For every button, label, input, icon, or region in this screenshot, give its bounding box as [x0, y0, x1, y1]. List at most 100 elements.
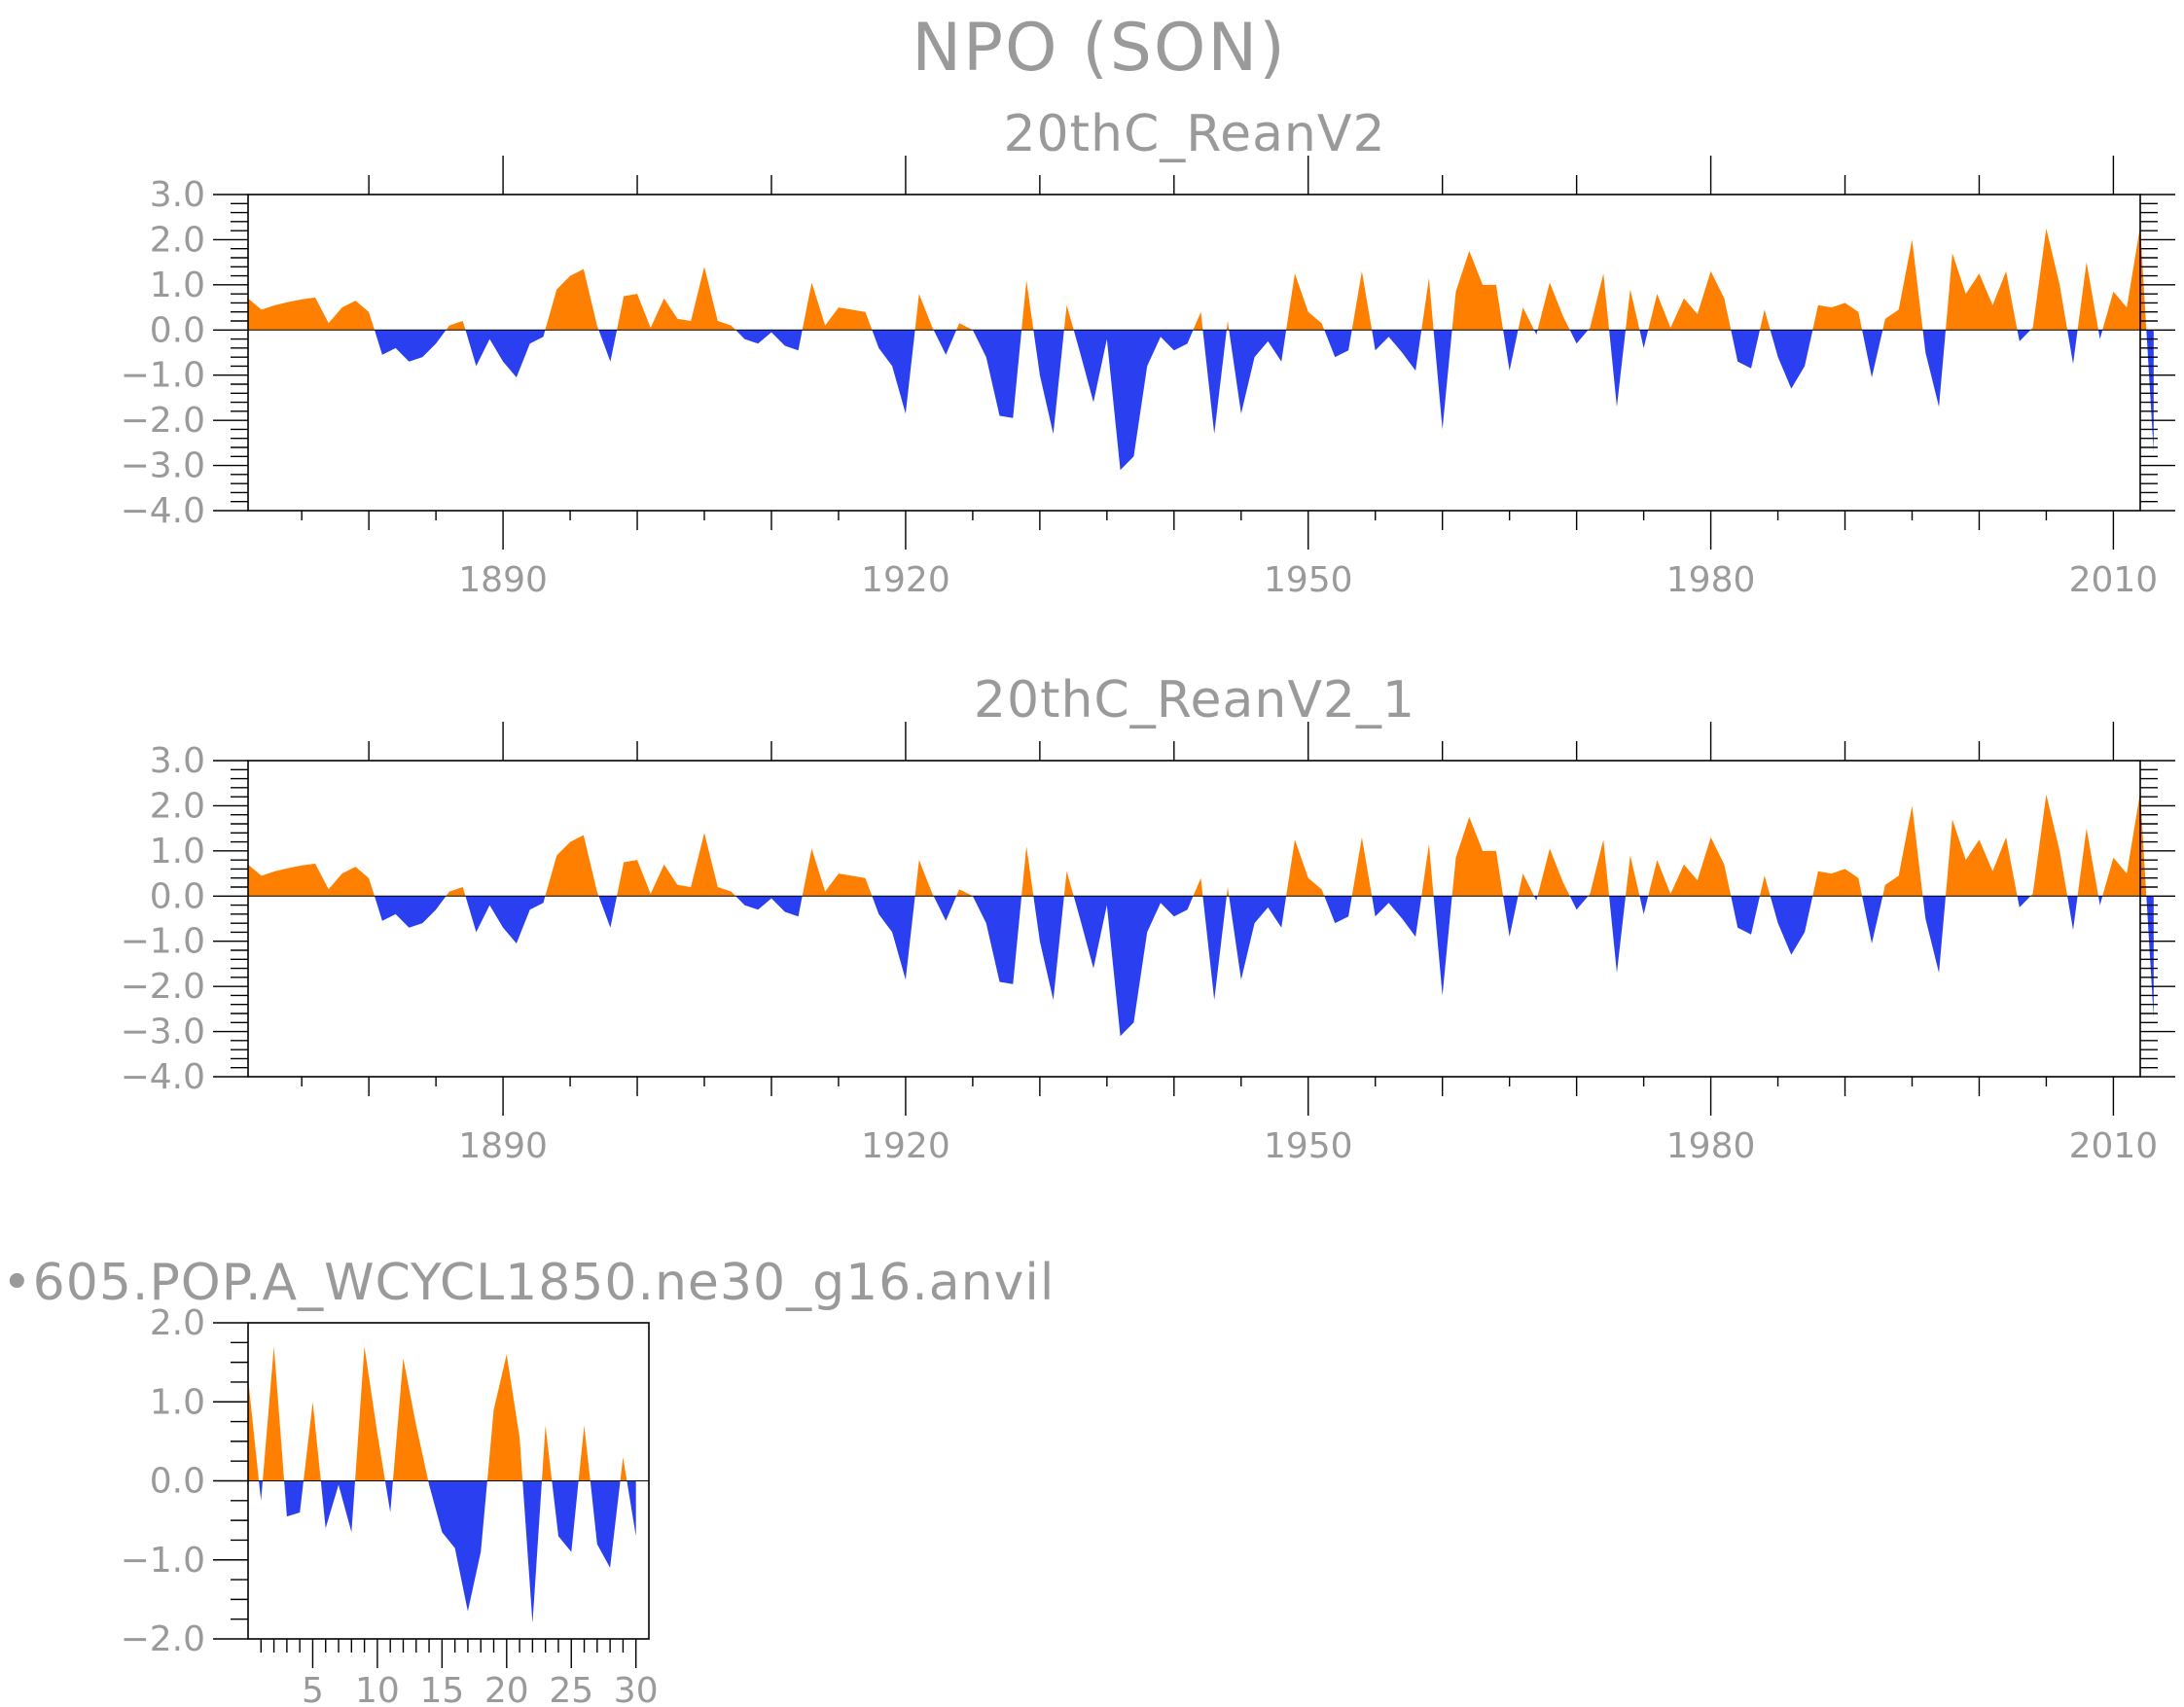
positive-anomaly-area	[1760, 309, 1771, 331]
negative-anomaly-area	[428, 1480, 487, 1612]
panel-title: 20thC_ReanV2	[1003, 105, 1385, 163]
positive-anomaly-area	[1626, 855, 1640, 897]
negative-anomaly-area	[2067, 896, 2078, 931]
positive-anomaly-area	[486, 1354, 523, 1481]
y-tick-label: −1.0	[121, 922, 205, 962]
negative-anomaly-area	[1324, 330, 1352, 358]
positive-anomaly-area	[956, 889, 973, 897]
x-tick-label: 25	[549, 1671, 593, 1707]
negative-anomaly-area	[590, 1480, 621, 1568]
positive-anomaly-area	[1193, 311, 1203, 331]
negative-anomaly-area	[1862, 896, 1883, 943]
positive-anomaly-area	[1421, 277, 1434, 331]
positive-anomaly-area	[1021, 280, 1034, 331]
positive-anomaly-area	[1537, 282, 1570, 331]
positive-anomaly-area	[1451, 817, 1504, 897]
positive-anomaly-area	[248, 863, 375, 897]
negative-anomaly-area	[1609, 896, 1626, 974]
negative-anomaly-area	[259, 1480, 263, 1501]
positive-anomaly-area	[1286, 839, 1325, 897]
negative-anomaly-area	[872, 330, 915, 414]
negative-anomaly-area	[2146, 896, 2154, 1018]
negative-anomaly-area	[1503, 330, 1519, 372]
positive-anomaly-area	[1537, 848, 1570, 897]
negative-anomaly-area	[598, 896, 618, 928]
positive-anomaly-area	[620, 1457, 627, 1481]
negative-anomaly-area	[1324, 896, 1352, 924]
negative-anomaly-area	[1534, 330, 1538, 335]
negative-anomaly-area	[465, 896, 546, 943]
negative-anomaly-area	[1770, 896, 1813, 955]
negative-anomaly-area	[1033, 330, 1064, 435]
positive-anomaly-area	[1882, 239, 1923, 331]
positive-anomaly-area	[542, 1425, 553, 1481]
positive-anomaly-area	[1626, 289, 1640, 331]
positive-anomaly-area	[617, 267, 736, 331]
negative-anomaly-area	[1862, 330, 1883, 377]
negative-anomaly-area	[598, 330, 618, 362]
negative-anomaly-area	[1202, 896, 1227, 1001]
y-tick-label: 0.0	[150, 1462, 205, 1502]
positive-anomaly-area	[1812, 302, 1863, 331]
y-tick-label: −1.0	[121, 1541, 205, 1581]
positive-anomaly-area	[1946, 253, 2018, 331]
positive-anomaly-area	[1882, 805, 1923, 897]
plot-frame	[247, 760, 2141, 1078]
y-tick-label: 2.0	[150, 786, 205, 826]
y-tick-label: −2.0	[121, 967, 205, 1007]
y-tick-label: −3.0	[121, 1013, 205, 1052]
positive-anomaly-area	[1760, 875, 1771, 897]
plot-frame	[247, 194, 2141, 512]
negative-anomaly-area	[735, 896, 803, 917]
negative-anomaly-area	[1569, 896, 1589, 910]
positive-anomaly-area	[1518, 307, 1534, 331]
positive-anomaly-area	[1518, 873, 1534, 897]
positive-anomaly-area	[1588, 839, 1610, 897]
positive-anomaly-area	[1226, 321, 1230, 331]
x-tick-label: 1920	[861, 560, 950, 600]
positive-anomaly-area	[545, 835, 599, 897]
negative-anomaly-area	[465, 330, 546, 377]
positive-anomaly-area	[617, 833, 736, 897]
x-tick-label: 20	[484, 1671, 529, 1707]
negative-anomaly-area	[972, 330, 1022, 418]
negative-anomaly-area	[1229, 896, 1287, 980]
positive-anomaly-area	[1063, 871, 1074, 897]
positive-anomaly-area	[802, 282, 873, 331]
positive-anomaly-area	[1226, 887, 1230, 897]
axis-ticks	[213, 156, 2175, 550]
positive-anomaly-area	[1946, 819, 2018, 897]
negative-anomaly-area	[375, 330, 447, 362]
negative-anomaly-area	[2146, 330, 2154, 452]
negative-anomaly-area	[1569, 330, 1589, 344]
negative-anomaly-area	[1922, 896, 1946, 974]
y-tick-label: 3.0	[150, 741, 205, 781]
negative-anomaly-area	[1433, 896, 1452, 996]
negative-anomaly-area	[1922, 330, 1946, 408]
y-tick-label: 1.0	[150, 1382, 205, 1422]
positive-anomaly-area	[263, 1346, 285, 1481]
y-tick-label: 2.0	[150, 220, 205, 260]
positive-anomaly-area	[2030, 794, 2068, 897]
y-tick-label: −2.0	[121, 1619, 205, 1659]
tick-labels: 3.0 2.0 1.0 0.0 −1.0 −2.0 −3.0 −4.0 1890 1920 1950…	[121, 175, 2159, 600]
negative-anomaly-area	[1639, 896, 1649, 914]
negative-anomaly-area	[1033, 896, 1064, 1001]
negative-anomaly-area	[2098, 896, 2103, 906]
positive-anomaly-area	[1421, 843, 1434, 897]
negative-anomaly-area	[1731, 896, 1760, 935]
negative-anomaly-area	[1372, 896, 1422, 938]
negative-anomaly-area	[1433, 330, 1452, 430]
panel-20thc-reanv2-1: 20thC_ReanV2_1 3.0 2.0 1.0 0.0 −1.0 −2.0 −3.0 −…	[121, 671, 2175, 1166]
negative-anomaly-area	[552, 1480, 579, 1552]
y-tick-label: 0.0	[150, 876, 205, 916]
positive-anomaly-area	[1063, 304, 1074, 331]
negative-anomaly-area	[972, 896, 1022, 984]
x-tick-label: 1890	[458, 560, 548, 600]
y-tick-label: 1.0	[150, 832, 205, 871]
panel-title: •605.POP.A_WCYCL1850.ne30_g16.anvil	[2, 1254, 1055, 1312]
axis-ticks	[213, 722, 2175, 1116]
positive-anomaly-area	[2077, 828, 2098, 897]
y-tick-label: 0.0	[150, 310, 205, 350]
x-tick-label: 1890	[458, 1126, 548, 1166]
